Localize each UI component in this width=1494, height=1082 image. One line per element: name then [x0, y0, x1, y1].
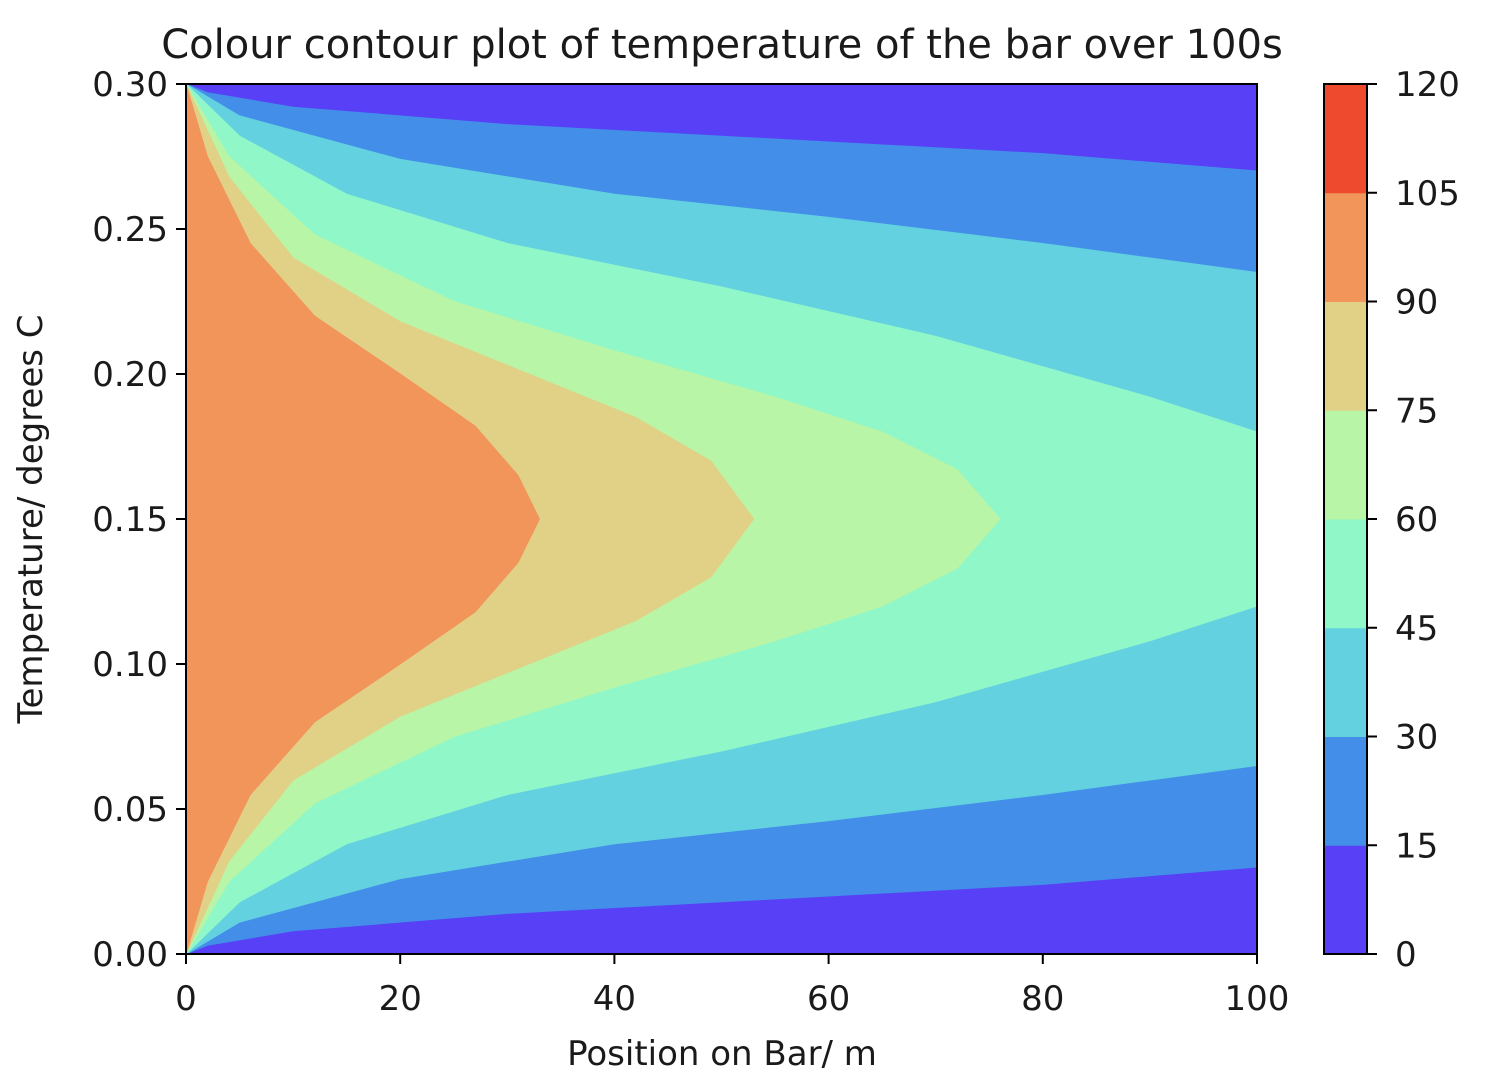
- y-tick-label: 0.05: [92, 790, 168, 830]
- x-tick-label: 20: [379, 979, 422, 1019]
- colorbar-tick-label: 45: [1395, 609, 1438, 649]
- y-tick-label: 0.00: [92, 935, 168, 975]
- colorbar-swatch: [1324, 84, 1367, 194]
- y-tick-label: 0.10: [92, 645, 168, 685]
- y-axis: 0.00 0.05 0.10 0.15 0.20 0.25 0.30: [92, 65, 186, 975]
- y-tick-label: 0.25: [92, 210, 168, 250]
- x-tick-label: 100: [1225, 979, 1290, 1019]
- colorbar-swatch: [1324, 627, 1367, 737]
- colorbar-tick-label: 30: [1395, 718, 1438, 758]
- colorbar-tick-label: 60: [1395, 500, 1438, 540]
- x-axis-title: Position on Bar/ m: [567, 1034, 877, 1074]
- colorbar-axis: 0 15 30 45 60 75 90 105 120: [1367, 65, 1460, 975]
- colorbar-swatch: [1324, 192, 1367, 302]
- colorbar: [1324, 84, 1367, 955]
- y-tick-label: 0.15: [92, 500, 168, 540]
- x-axis: 0 20 40 60 80 100: [175, 954, 1289, 1019]
- x-tick-label: 40: [593, 979, 636, 1019]
- plot-area: [186, 84, 1257, 954]
- y-tick-label: 0.20: [92, 355, 168, 395]
- colorbar-swatch: [1324, 736, 1367, 846]
- x-tick-label: 80: [1021, 979, 1064, 1019]
- colorbar-tick-label: 15: [1395, 826, 1438, 866]
- colorbar-swatch: [1324, 301, 1367, 411]
- colorbar-swatch: [1324, 845, 1367, 955]
- colorbar-swatch: [1324, 519, 1367, 629]
- contour-band-90: [186, 84, 540, 954]
- x-tick-label: 60: [807, 979, 850, 1019]
- colorbar-tick-label: 90: [1395, 283, 1438, 323]
- x-tick-label: 0: [175, 979, 197, 1019]
- colorbar-swatch: [1324, 410, 1367, 520]
- chart-title: Colour contour plot of temperature of th…: [161, 22, 1283, 68]
- y-axis-title: Temperature/ degrees C: [11, 314, 51, 724]
- colorbar-tick-label: 120: [1395, 65, 1460, 105]
- colorbar-tick-label: 0: [1395, 935, 1417, 975]
- y-tick-label: 0.30: [92, 65, 168, 105]
- colorbar-tick-label: 75: [1395, 391, 1438, 431]
- colorbar-tick-label: 105: [1395, 174, 1460, 214]
